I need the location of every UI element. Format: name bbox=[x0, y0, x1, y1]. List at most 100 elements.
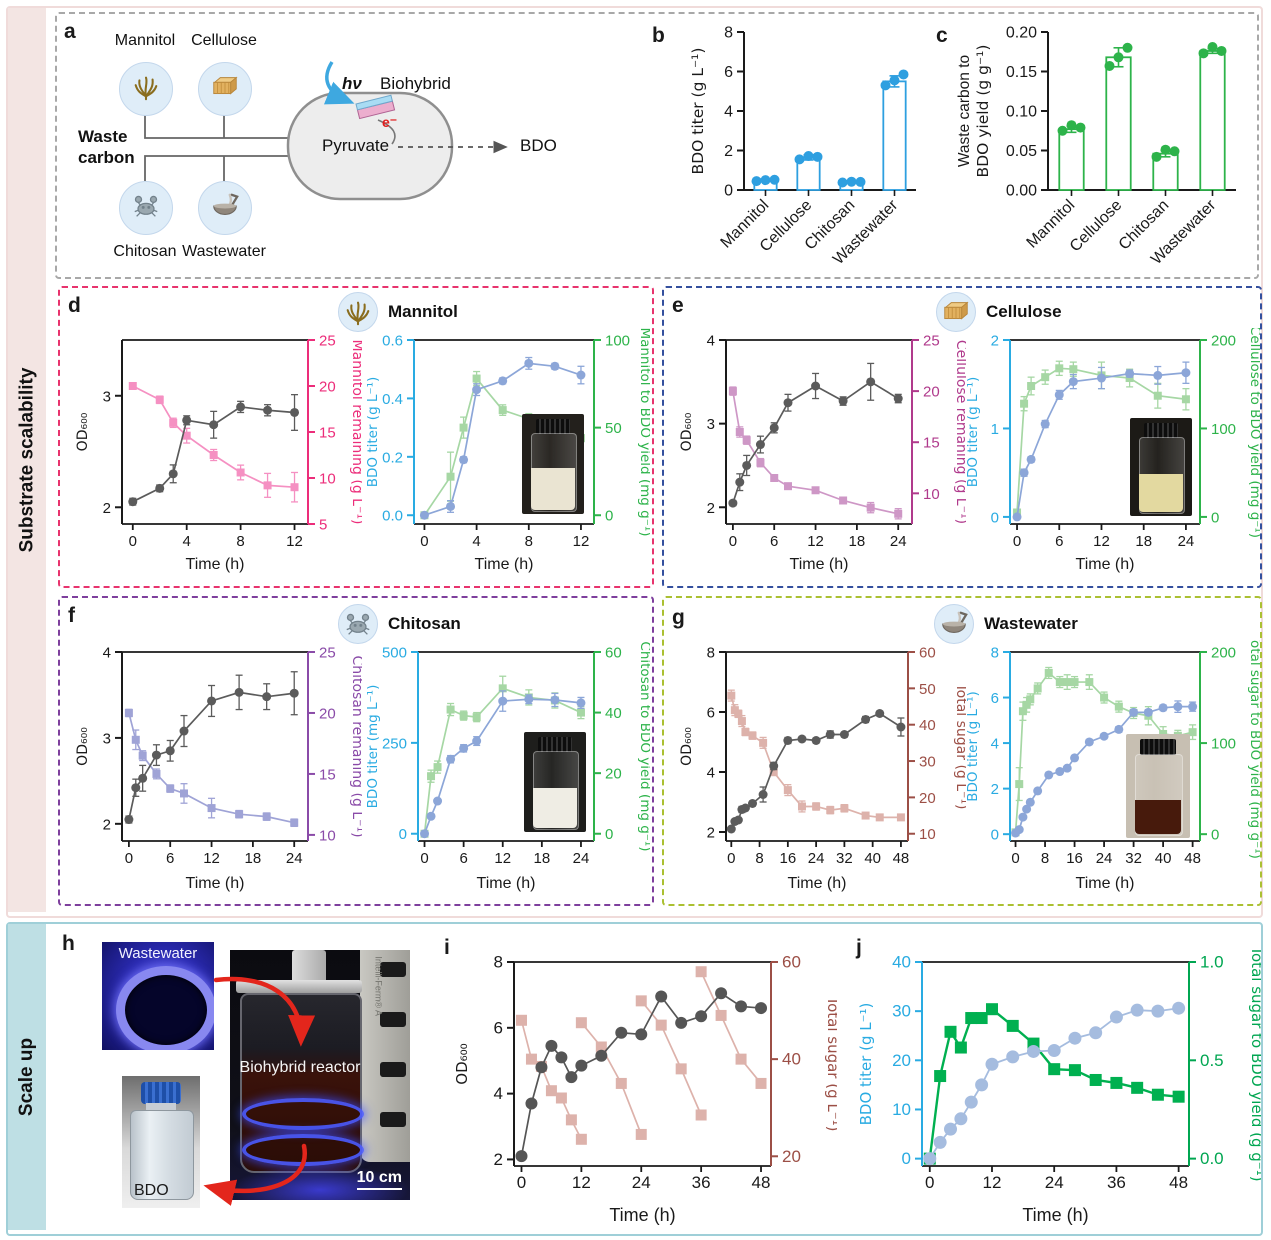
pyruvate-label: Pyruvate bbox=[322, 136, 390, 155]
svg-text:0: 0 bbox=[1211, 827, 1219, 844]
svg-text:8: 8 bbox=[724, 25, 733, 42]
panel-a-schematic: Mannitol Cellulose Chitosan Wastewater W… bbox=[60, 22, 645, 277]
substrate-section-label: Substrate scalability bbox=[16, 367, 38, 553]
substrate-label-chitosan: Chitosan bbox=[113, 243, 177, 260]
chart-cellulose-bdo: 0 6 12 18 24 Time (h) 0 100 200 Cellulose to BDO … bbox=[962, 328, 1260, 578]
svg-text:Time (h): Time (h) bbox=[609, 1205, 675, 1225]
svg-text:OD₆₀₀: OD₆₀₀ bbox=[75, 727, 91, 766]
svg-text:0: 0 bbox=[1211, 509, 1219, 526]
culture-bottle-photo-inset bbox=[1130, 418, 1192, 516]
svg-text:16: 16 bbox=[780, 850, 797, 867]
svg-text:10: 10 bbox=[319, 471, 336, 488]
svg-text:2: 2 bbox=[494, 1150, 503, 1169]
svg-text:16: 16 bbox=[1066, 850, 1083, 867]
chart-mannitol-growth: 0 4 8 12 Time (h) 5 10 15 20 25 Mannitol remaining… bbox=[72, 328, 362, 578]
svg-text:10: 10 bbox=[923, 486, 940, 503]
ladle-icon bbox=[210, 191, 240, 226]
seaweed-icon bbox=[131, 72, 161, 107]
bottle-body bbox=[130, 1110, 194, 1200]
svg-text:Mannitol remaining (g L⁻¹): Mannitol remaining (g L⁻¹) bbox=[349, 340, 362, 525]
pump-head bbox=[380, 962, 406, 977]
svg-text:100: 100 bbox=[1211, 736, 1236, 753]
svg-text:Mannitol to BDO yield (mg g⁻¹): Mannitol to BDO yield (mg g⁻¹) bbox=[637, 328, 650, 537]
svg-text:Total sugar to BDO yield (mg g: Total sugar to BDO yield (mg g⁻¹) bbox=[1247, 640, 1260, 859]
wastewater-circle bbox=[198, 181, 252, 235]
svg-text:0: 0 bbox=[605, 826, 613, 843]
svg-text:18: 18 bbox=[849, 533, 866, 550]
panel-h-letter: h bbox=[62, 932, 75, 955]
panel-d-header: Mannitol bbox=[338, 292, 458, 332]
panel-j-letter: j bbox=[856, 936, 862, 959]
svg-text:Time (h): Time (h) bbox=[186, 875, 245, 892]
svg-text:OD₆₀₀: OD₆₀₀ bbox=[453, 1043, 471, 1084]
culture-bottle-photo-inset bbox=[524, 732, 586, 832]
svg-text:8: 8 bbox=[236, 533, 244, 550]
svg-text:60: 60 bbox=[919, 645, 936, 662]
reactor-port-ring bbox=[116, 966, 214, 1050]
svg-text:0.2: 0.2 bbox=[382, 449, 403, 466]
svg-text:6: 6 bbox=[991, 690, 999, 707]
svg-text:2: 2 bbox=[103, 816, 111, 833]
svg-text:1.0: 1.0 bbox=[1200, 953, 1224, 972]
panel-c-letter: c bbox=[936, 24, 948, 47]
svg-text:Time (h): Time (h) bbox=[790, 556, 849, 573]
svg-text:48: 48 bbox=[752, 1173, 771, 1192]
bdo-bottle-label: BDO bbox=[134, 1182, 169, 1199]
waste-carbon-label: Waste carbon bbox=[78, 127, 135, 167]
svg-text:OD₆₀₀: OD₆₀₀ bbox=[75, 412, 91, 451]
ladle-icon bbox=[934, 604, 974, 644]
bottle-cap bbox=[537, 737, 573, 752]
svg-text:10: 10 bbox=[319, 827, 336, 844]
chart-yield-bars: 0.00 0.05 0.10 0.15 0.20 Waste carbon to BDO y… bbox=[952, 20, 1252, 268]
bioreactor-photo: Intelli-Ferm® A Biohybrid reactor 10 cm bbox=[230, 950, 410, 1200]
chart-cellulose-growth: 0 6 12 18 24 Time (h) 10 15 20 25 Cellulose remani… bbox=[676, 328, 966, 578]
svg-text:8: 8 bbox=[1041, 850, 1049, 867]
svg-text:100: 100 bbox=[605, 333, 630, 350]
bottle-cap bbox=[1140, 739, 1176, 755]
svg-text:3: 3 bbox=[103, 388, 111, 405]
svg-text:40: 40 bbox=[919, 717, 936, 734]
panel-d-letter: d bbox=[68, 294, 81, 317]
svg-text:48: 48 bbox=[1169, 1173, 1188, 1192]
svg-text:25: 25 bbox=[319, 333, 336, 350]
svg-text:10: 10 bbox=[892, 1100, 911, 1119]
svg-text:0: 0 bbox=[727, 850, 735, 867]
svg-text:Total sugar (g L⁻¹): Total sugar (g L⁻¹) bbox=[953, 682, 966, 809]
svg-text:Time (h): Time (h) bbox=[1022, 1205, 1088, 1225]
svg-text:200: 200 bbox=[1211, 645, 1236, 662]
substrate-label-mannitol: Mannitol bbox=[114, 32, 176, 49]
svg-text:12: 12 bbox=[1093, 533, 1110, 550]
svg-text:Chitosan remaning (g L⁻¹): Chitosan remaning (g L⁻¹) bbox=[349, 655, 362, 837]
svg-text:1: 1 bbox=[991, 421, 999, 438]
svg-text:15: 15 bbox=[319, 766, 336, 783]
svg-text:12: 12 bbox=[572, 1173, 591, 1192]
panel-e-header: Cellulose bbox=[936, 292, 1062, 332]
chart-bdo-titer-bars: 0 2 4 6 8 BDO titer (g L⁻¹) Mannitol Cellulose C… bbox=[686, 20, 926, 268]
svg-text:24: 24 bbox=[890, 533, 907, 550]
svg-text:4: 4 bbox=[183, 533, 191, 550]
panel-e-title: Cellulose bbox=[986, 302, 1062, 321]
svg-text:Waste carbon to: Waste carbon to bbox=[956, 55, 973, 167]
svg-text:Total sugar (g L⁻¹): Total sugar (g L⁻¹) bbox=[824, 995, 837, 1131]
svg-text:0: 0 bbox=[729, 533, 737, 550]
seaweed-icon bbox=[338, 292, 378, 332]
svg-text:8: 8 bbox=[494, 953, 503, 972]
electron-label: e⁻ bbox=[382, 114, 398, 130]
svg-text:0: 0 bbox=[724, 183, 733, 200]
svg-text:Time (h): Time (h) bbox=[477, 875, 536, 892]
svg-text:20: 20 bbox=[923, 384, 940, 401]
equipment-brand-label: Intelli-Ferm® A bbox=[374, 956, 384, 1016]
svg-text:Time (h): Time (h) bbox=[1076, 556, 1135, 573]
substrate-label-cellulose: Cellulose bbox=[191, 32, 257, 49]
svg-text:12: 12 bbox=[983, 1173, 1002, 1192]
svg-text:8: 8 bbox=[525, 533, 533, 550]
svg-text:0: 0 bbox=[991, 509, 999, 526]
svg-text:24: 24 bbox=[573, 850, 590, 867]
svg-text:4: 4 bbox=[103, 645, 111, 662]
cellulose-bale-icon bbox=[936, 292, 976, 332]
svg-text:0.00: 0.00 bbox=[1006, 183, 1037, 200]
substrate-label-wastewater: Wastewater bbox=[182, 243, 266, 260]
bdo-bottle-photo: BDO bbox=[122, 1076, 200, 1208]
bottle-liquid bbox=[1134, 800, 1182, 834]
svg-text:20: 20 bbox=[782, 1147, 801, 1166]
